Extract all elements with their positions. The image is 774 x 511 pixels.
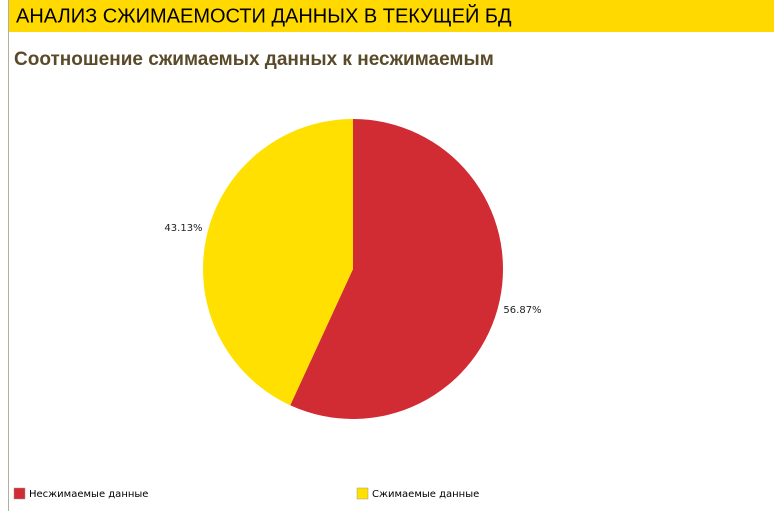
legend-label: Несжимаемые данные [29,489,148,500]
data-label: 56.87% [503,305,541,316]
data-label: 43.13% [164,223,202,234]
page-title: АНАЛИЗ СЖИМАЕМОСТИ ДАННЫХ В ТЕКУЩЕЙ БД [16,3,512,27]
pie-slice [290,119,503,419]
header-bar [8,0,774,32]
legend-swatch [356,487,369,500]
chart-subtitle: Соотношение сжимаемых данных к несжимаем… [14,49,494,70]
legend-label: Сжимаемые данные [372,489,479,500]
legend-swatch [13,487,26,500]
pie-slice [202,118,353,406]
